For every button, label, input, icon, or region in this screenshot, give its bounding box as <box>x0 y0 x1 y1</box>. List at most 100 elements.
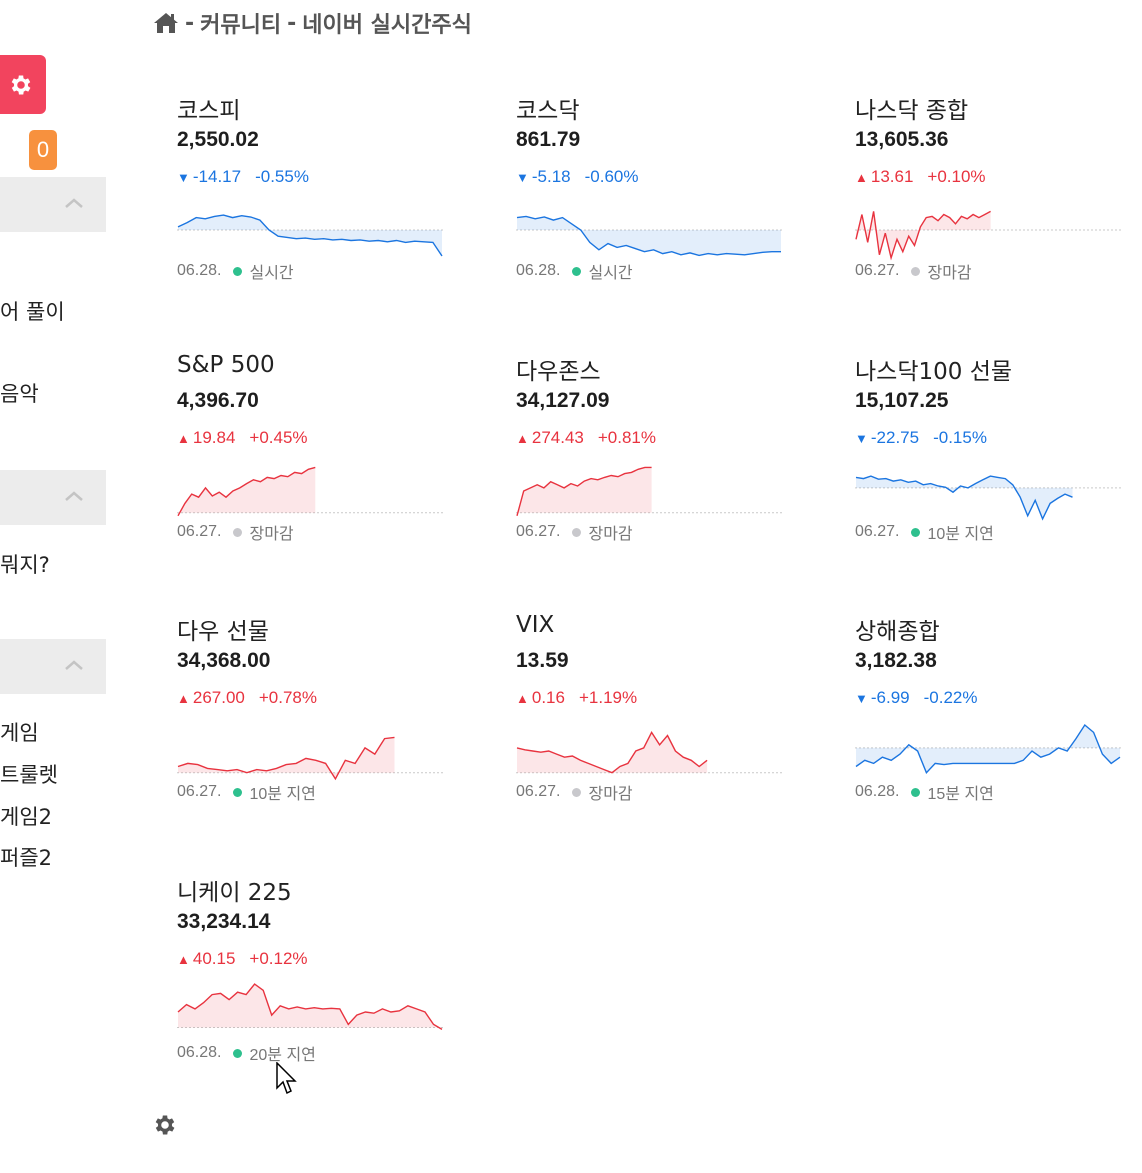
change-value: -6.99 <box>870 688 910 707</box>
price-change: ▼ -6.99 -0.22% <box>855 688 978 708</box>
index-name: VIX <box>516 612 555 638</box>
change-percent: +0.81% <box>597 428 657 447</box>
change-value: 0.16 <box>531 688 565 707</box>
sparkline-area <box>178 467 316 516</box>
index-name: 나스닥100 선물 <box>855 359 1013 385</box>
change-value: 267.00 <box>192 688 245 707</box>
status-dot-icon <box>572 266 582 276</box>
stock-card[interactable]: 나스닥100 선물 15,107.25 ▼ -22.75 -0.15% 06.2… <box>855 352 1135 572</box>
sparkline-area <box>517 216 781 256</box>
settings-button[interactable] <box>0 55 46 114</box>
change-value: -5.18 <box>531 167 571 186</box>
index-price: 13,605.36 <box>855 128 949 151</box>
stock-card[interactable]: 다우존스 34,127.09 ▲ 274.43 +0.81% 06.27. 장마… <box>516 352 796 572</box>
status-dot-icon <box>911 266 921 276</box>
sparkline-chart <box>516 215 782 257</box>
stock-card[interactable]: 나스닥 종합 13,605.36 ▲ 13.61 +0.10% 06.27. 장… <box>855 91 1135 311</box>
status-dot-icon <box>911 787 921 797</box>
gear-icon <box>11 74 31 95</box>
index-price: 33,234.14 <box>177 910 271 933</box>
sidebar-item[interactable]: 트룰렛 <box>0 763 58 787</box>
card-footer: 06.28. 20분 지연 <box>177 1041 316 1065</box>
quote-date: 06.27. <box>177 523 222 540</box>
quote-date: 06.28. <box>855 783 900 800</box>
card-footer: 06.28. 실시간 <box>516 259 633 283</box>
sparkline-line <box>516 730 708 774</box>
index-price: 15,107.25 <box>855 389 949 412</box>
sparkline-chart <box>177 466 443 517</box>
breadcrumb-separator: - <box>185 10 195 36</box>
chevron-up-icon <box>65 660 83 670</box>
price-change: ▲ 13.61 +0.10% <box>855 167 986 187</box>
home-icon[interactable] <box>153 12 179 34</box>
price-change: ▼ -5.18 -0.60% <box>516 167 639 187</box>
sidebar-section-header[interactable] <box>0 177 106 232</box>
sparkline-chart <box>516 730 782 774</box>
card-footer: 06.27. 10분 지연 <box>177 780 316 804</box>
price-change: ▲ 0.16 +1.19% <box>516 688 637 708</box>
status-dot-icon <box>911 527 921 537</box>
change-value: 40.15 <box>192 949 236 968</box>
quote-date: 06.28. <box>177 1044 222 1061</box>
index-price: 34,368.00 <box>177 649 271 672</box>
change-percent: +1.19% <box>578 688 638 707</box>
quote-date: 06.27. <box>516 523 561 540</box>
index-price: 4,396.70 <box>177 389 259 412</box>
sidebar: 0 어 풀이 음악 뭐지? 게임 트룰렛 게임2 퍼즐2 <box>0 0 110 1173</box>
sidebar-item[interactable]: 어 풀이 <box>0 300 65 324</box>
change-percent: +0.12% <box>249 949 308 968</box>
index-name: 코스닥 <box>516 98 580 124</box>
sparkline-line <box>177 466 316 517</box>
quote-status: 장마감 <box>588 786 633 803</box>
sparkline-area <box>517 732 708 773</box>
stock-card[interactable]: 다우 선물 34,368.00 ▲ 267.00 +0.78% 06.27. 1… <box>177 612 457 832</box>
sparkline-line <box>177 214 443 257</box>
stock-card[interactable]: 니케이 225 33,234.14 ▲ 40.15 +0.12% 06.28. … <box>177 873 457 1093</box>
change-percent: -0.15% <box>933 428 987 447</box>
quote-status: 15분 지연 <box>927 786 994 803</box>
sidebar-section-header[interactable] <box>0 639 106 694</box>
sparkline-line <box>855 475 1073 521</box>
sparkline-chart <box>855 210 1121 261</box>
status-dot-icon <box>233 527 243 537</box>
sparkline-area <box>856 476 1073 519</box>
change-percent: +0.10% <box>927 167 986 186</box>
chevron-up-icon <box>65 198 83 208</box>
notification-count-badge[interactable]: 0 <box>29 130 57 170</box>
quote-status: 장마감 <box>249 526 294 543</box>
index-name: 다우 선물 <box>177 619 269 645</box>
index-name: 나스닥 종합 <box>855 98 969 124</box>
sidebar-item[interactable]: 게임2 <box>0 805 53 829</box>
change-percent: +0.45% <box>249 428 308 447</box>
sparkline-chart <box>855 723 1121 774</box>
stock-card[interactable]: 코스닥 861.79 ▼ -5.18 -0.60% 06.28. 실시간 <box>516 91 796 311</box>
triangle-up-icon: ▲ <box>177 951 190 967</box>
sidebar-section-header[interactable] <box>0 470 106 525</box>
stock-card[interactable]: 상해종합 3,182.38 ▼ -6.99 -0.22% 06.28. 15분 … <box>855 612 1135 832</box>
quote-status: 실시간 <box>588 265 633 282</box>
gear-icon[interactable] <box>152 1112 178 1138</box>
sidebar-item[interactable]: 음악 <box>0 382 39 406</box>
breadcrumb: - 커뮤니티 - 네이버 실시간주식 <box>153 8 472 38</box>
quote-status: 10분 지연 <box>927 526 994 543</box>
stock-card[interactable]: S&P 500 4,396.70 ▲ 19.84 +0.45% 06.27. 장… <box>177 352 457 572</box>
change-value: -22.75 <box>870 428 920 447</box>
breadcrumb-community[interactable]: 커뮤니티 <box>200 13 282 38</box>
sidebar-item[interactable]: 퍼즐2 <box>0 846 53 870</box>
triangle-down-icon: ▼ <box>516 169 529 185</box>
quote-status: 실시간 <box>249 265 294 282</box>
triangle-down-icon: ▼ <box>855 690 868 706</box>
index-price: 2,550.02 <box>177 128 259 151</box>
price-change: ▲ 40.15 +0.12% <box>177 949 308 969</box>
card-footer: 06.27. 10분 지연 <box>855 520 994 544</box>
stock-card[interactable]: 코스피 2,550.02 ▼ -14.17 -0.55% 06.28. 실시간 <box>177 91 457 311</box>
stock-card[interactable]: VIX 13.59 ▲ 0.16 +1.19% 06.27. 장마감 <box>516 612 796 832</box>
triangle-up-icon: ▲ <box>516 690 529 706</box>
sidebar-item[interactable]: 게임 <box>0 721 39 745</box>
sparkline-chart <box>177 983 443 1031</box>
change-value: 13.61 <box>870 167 914 186</box>
index-price: 3,182.38 <box>855 649 937 672</box>
triangle-down-icon: ▼ <box>855 430 868 446</box>
sparkline-chart <box>177 736 443 781</box>
sidebar-item[interactable]: 뭐지? <box>0 553 50 577</box>
